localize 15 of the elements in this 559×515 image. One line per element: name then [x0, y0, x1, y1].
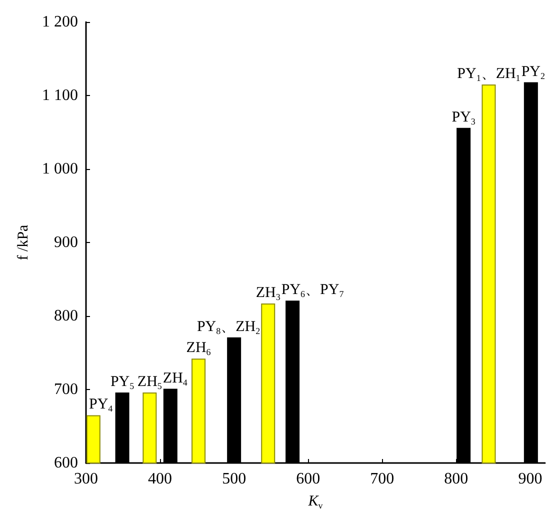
x-tick-label: 500	[222, 470, 246, 488]
y-tick-label: 1 200	[42, 14, 78, 30]
y-tick-label: 700	[54, 381, 78, 398]
y-axis-title: f /kPa	[16, 224, 32, 260]
y-tick-label: 900	[54, 234, 78, 251]
y-tick-label: 1 100	[42, 87, 78, 104]
x-tick-label: 800	[444, 470, 468, 488]
x-tick-label: 700	[370, 470, 394, 488]
x-tick-label: 300	[74, 470, 98, 488]
y-tick-label: 800	[54, 308, 78, 324]
y-tick-label: 600	[54, 454, 78, 472]
x-tick-label: 600	[296, 470, 320, 488]
y-tick-label: 1 000	[42, 160, 78, 178]
x-tick-label: 400	[148, 470, 172, 488]
x-tick-label: 900	[518, 470, 542, 488]
